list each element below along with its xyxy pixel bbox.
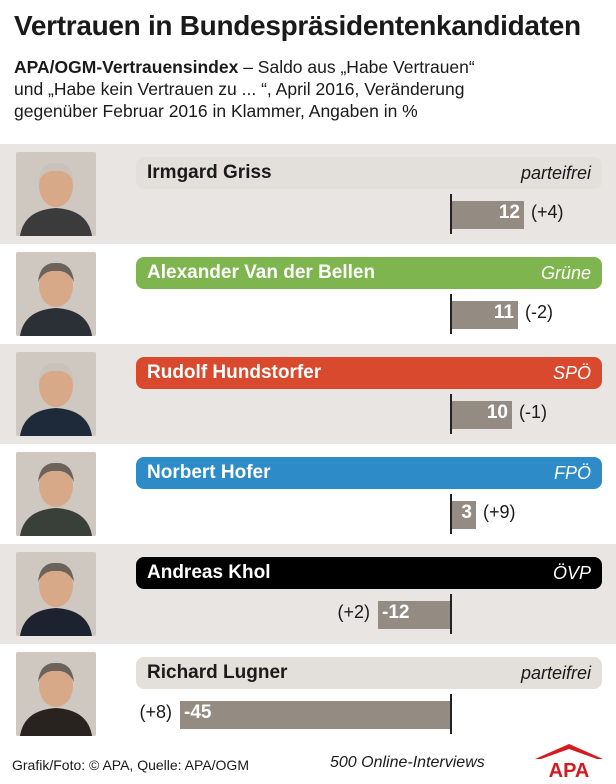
zero-axis-line (450, 694, 452, 734)
apa-logo: APA (535, 744, 603, 778)
subtitle-line3: gegenüber Februar 2016 in Klammer, Angab… (14, 101, 418, 121)
candidate-row: Irmgard Griss parteifrei 12 (+4) (0, 144, 616, 244)
candidate-party: parteifrei (520, 663, 591, 683)
candidate-party: parteifrei (520, 163, 591, 183)
portrait-khol (16, 552, 96, 636)
change-label: (-1) (519, 402, 547, 422)
value-label: 10 (486, 402, 508, 423)
change-label: (+9) (483, 502, 516, 522)
apa-logo-chevron (535, 744, 603, 759)
zero-axis-line (450, 594, 452, 634)
value-label: -12 (382, 602, 410, 623)
chart-rows: Irmgard Griss parteifrei 12 (+4) Alexander V… (0, 144, 616, 744)
change-label: (+8) (139, 702, 172, 722)
portrait-lugner (16, 652, 96, 736)
chart-subtitle: APA/OGM-Vertrauensindex – Saldo aus „Hab… (14, 56, 604, 122)
candidate-name: Richard Lugner (147, 662, 288, 683)
value-bar (378, 601, 450, 629)
candidate-row: Alexander Van der Bellen Grüne 11 (-2) (0, 244, 616, 344)
change-label: (-2) (525, 302, 553, 322)
portrait-hofer (16, 452, 96, 536)
candidate-name: Andreas Khol (147, 562, 271, 583)
candidate-name: Norbert Hofer (147, 462, 271, 483)
candidate-party: Grüne (540, 263, 591, 283)
portrait-griss (16, 152, 96, 236)
portrait-van-der-bellen (16, 252, 96, 336)
candidate-row: Rudolf Hundstorfer SPÖ 10 (-1) (0, 344, 616, 444)
subtitle-bold: APA/OGM-Vertrauensindex (14, 57, 239, 77)
apa-logo-text: APA (549, 760, 590, 778)
zero-axis-line (450, 494, 452, 534)
candidate-row: Andreas Khol ÖVP -12 (+2) (0, 544, 616, 644)
change-label: (+2) (337, 602, 370, 622)
candidate-party: FPÖ (553, 463, 591, 483)
zero-axis-line (450, 194, 452, 234)
value-bar (452, 201, 524, 229)
value-bar (452, 401, 512, 429)
candidate-name-bar: Norbert Hofer FPÖ (136, 457, 602, 489)
value-label: 11 (493, 302, 514, 323)
candidate-name: Alexander Van der Bellen (147, 262, 376, 283)
value-label: -45 (184, 702, 212, 723)
change-label: (+4) (531, 202, 564, 222)
candidate-party: ÖVP (552, 563, 591, 583)
candidate-row: Richard Lugner parteifrei -45 (+8) (0, 644, 616, 744)
value-bar (452, 501, 476, 529)
candidate-name-bar: Irmgard Griss parteifrei (136, 157, 602, 189)
footer-credit: Grafik/Foto: © APA, Quelle: APA/OGM (12, 757, 249, 773)
zero-axis-line (450, 294, 452, 334)
candidate-name-bar: Andreas Khol ÖVP (136, 557, 602, 589)
value-bar (180, 701, 450, 729)
value-label: 12 (498, 202, 520, 223)
candidate-name: Rudolf Hundstorfer (147, 362, 322, 383)
candidate-row: Norbert Hofer FPÖ 3 (+9) (0, 444, 616, 544)
portrait-hundstorfer (16, 352, 96, 436)
candidate-name: Irmgard Griss (147, 162, 272, 183)
candidate-party: SPÖ (552, 363, 591, 383)
candidate-name-bar: Richard Lugner parteifrei (136, 657, 602, 689)
zero-axis-line (450, 394, 452, 434)
subtitle-line2: und „Habe kein Vertrauen zu ... “, April… (14, 79, 465, 99)
candidate-name-bar: Rudolf Hundstorfer SPÖ (136, 357, 602, 389)
footer-sample: 500 Online-Interviews (330, 754, 485, 771)
candidate-name-bar: Alexander Van der Bellen Grüne (136, 257, 602, 289)
chart-title: Vertrauen in Bundespräsidentenkandidaten (14, 10, 581, 41)
subtitle-line1: – Saldo aus „Habe Vertrauen“ (238, 57, 475, 77)
value-label: 3 (461, 502, 472, 523)
value-bar (452, 301, 518, 329)
